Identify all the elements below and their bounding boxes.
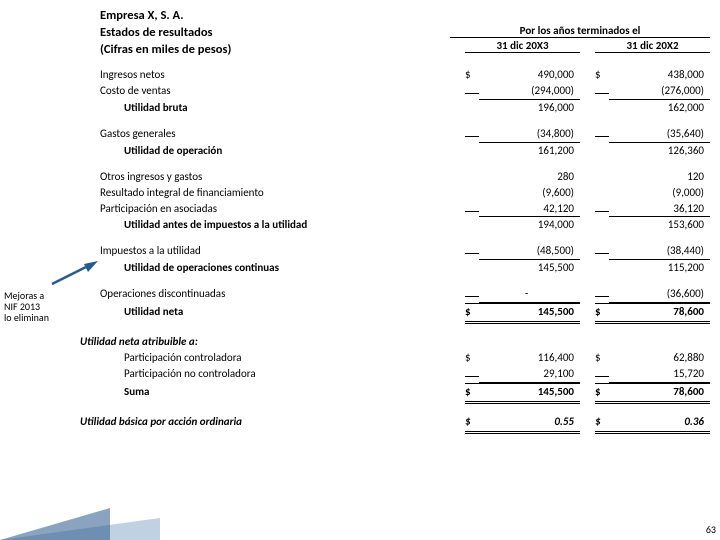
amount-cell: (9,000) <box>595 185 710 201</box>
row-label: Utilidad de operación <box>100 143 450 159</box>
row-label: Utilidad de operaciones continuas <box>100 260 450 276</box>
table-row: Impuestos a la utilidad (48,500) (38,440… <box>100 243 710 260</box>
table-row: Ingresos netos $490,000 $438,000 <box>100 67 710 83</box>
row-label: Costo de ventas <box>100 83 450 99</box>
amount-cell: (294,000) <box>465 83 580 100</box>
amount-cell: 126,360 <box>595 143 710 159</box>
margin-annotation: Mejoras a NIF 2013 lo eliminan <box>4 290 92 323</box>
amount-cell: $0.36 <box>595 414 710 434</box>
column-date-1: 31 dic 20X3 <box>465 39 580 53</box>
annotation-arrow <box>48 258 98 288</box>
period-header: Por los años terminados el <box>450 24 710 38</box>
company-name: Empresa X, S. A. <box>100 8 435 25</box>
row-label: Operaciones discontinuadas <box>100 286 450 302</box>
table-row: Utilidad bruta 196,000 162,000 <box>100 100 710 116</box>
amount-cell: (48,500) <box>465 243 580 260</box>
amount-cell: (34,800) <box>465 126 580 143</box>
amount-cell: $78,600 <box>595 383 710 404</box>
amount-cell: $145,500 <box>465 383 580 404</box>
amount-cell: $438,000 <box>595 67 710 83</box>
amount-cell: $145,500 <box>465 303 580 324</box>
table-row: Utilidad de operación 161,200 126,360 <box>100 143 710 159</box>
row-label: Participación en asociadas <box>100 201 450 217</box>
row-label: Utilidad bruta <box>100 100 450 116</box>
table-row: Utilidad básica por acción ordinaria $0.… <box>100 414 710 434</box>
table-row: Costo de ventas (294,000) (276,000) <box>100 83 710 100</box>
table-row: Participación en asociadas 42,120 36,120 <box>100 201 710 218</box>
amount-cell: (36,600) <box>595 286 710 303</box>
amount-cell: $62,880 <box>595 350 710 366</box>
amount-cell: 15,720 <box>595 366 710 383</box>
table-row: Otros ingresos y gastos 280 120 <box>100 169 710 185</box>
table-row: Gastos generales (34,800) (35,640) <box>100 126 710 143</box>
section-title: Utilidad neta atribuible a: <box>80 334 710 350</box>
amount-cell: 280 <box>465 169 580 185</box>
amount-cell: $116,400 <box>465 350 580 366</box>
row-label: Participación controladora <box>100 350 450 366</box>
statement-title: Estados de resultados <box>100 25 435 42</box>
row-label: Gastos generales <box>100 126 450 142</box>
amount-cell: 196,000 <box>465 100 580 116</box>
row-label: Ingresos netos <box>100 67 450 83</box>
table-row: Utilidad antes de impuestos a la utilida… <box>100 217 710 233</box>
table-row: Suma $145,500 $78,600 <box>100 383 710 404</box>
amount-cell: 36,120 <box>595 201 710 218</box>
amount-cell: 194,000 <box>465 217 580 233</box>
table-row: Utilidad neta atribuible a: <box>100 334 710 350</box>
table-row: Operaciones discontinuadas - (36,600) <box>100 286 710 303</box>
amount-cell: (38,440) <box>595 243 710 260</box>
row-label: Suma <box>100 384 450 400</box>
row-label: Utilidad neta <box>100 304 450 320</box>
page-number: 63 <box>706 523 716 536</box>
row-label: Utilidad antes de impuestos a la utilida… <box>100 217 450 233</box>
amount-cell: 29,100 <box>465 366 580 383</box>
row-label: Participación no controladora <box>100 366 450 382</box>
amount-cell: - <box>465 286 580 303</box>
table-row: Utilidad de operaciones continuas 145,50… <box>100 260 710 276</box>
table-row: Participación controladora $116,400 $62,… <box>100 350 710 366</box>
amount-cell: 42,120 <box>465 201 580 218</box>
amount-cell: $490,000 <box>465 67 580 83</box>
title-block: Empresa X, S. A. Estados de resultados (… <box>100 8 710 59</box>
units-note: (Cifras en miles de pesos) <box>100 42 435 59</box>
row-label: Otros ingresos y gastos <box>100 169 450 185</box>
amount-cell: 120 <box>595 169 710 185</box>
amount-cell: $78,600 <box>595 303 710 324</box>
income-statement: Empresa X, S. A. Estados de resultados (… <box>0 0 720 438</box>
amount-cell: 145,500 <box>465 260 580 276</box>
table-row: Resultado integral de financiamiento (9,… <box>100 185 710 201</box>
amount-cell: (35,640) <box>595 126 710 143</box>
amount-cell: $0.55 <box>465 414 580 434</box>
row-label: Resultado integral de financiamiento <box>100 185 450 201</box>
amount-cell: (9,600) <box>465 185 580 201</box>
amount-cell: 161,200 <box>465 143 580 159</box>
amount-cell: (276,000) <box>595 83 710 100</box>
amount-cell: 153,600 <box>595 217 710 233</box>
amount-cell: 162,000 <box>595 100 710 116</box>
row-label: Impuestos a la utilidad <box>100 243 450 259</box>
annotation-line: lo eliminan <box>4 312 92 323</box>
table-row: Participación no controladora 29,100 15,… <box>100 366 710 383</box>
column-date-2: 31 dic 20X2 <box>595 39 710 53</box>
table-row: Utilidad neta $145,500 $78,600 <box>100 303 710 324</box>
decorative-triangle <box>0 508 110 540</box>
amount-cell: 115,200 <box>595 260 710 276</box>
row-label: Utilidad básica por acción ordinaria <box>80 414 450 430</box>
